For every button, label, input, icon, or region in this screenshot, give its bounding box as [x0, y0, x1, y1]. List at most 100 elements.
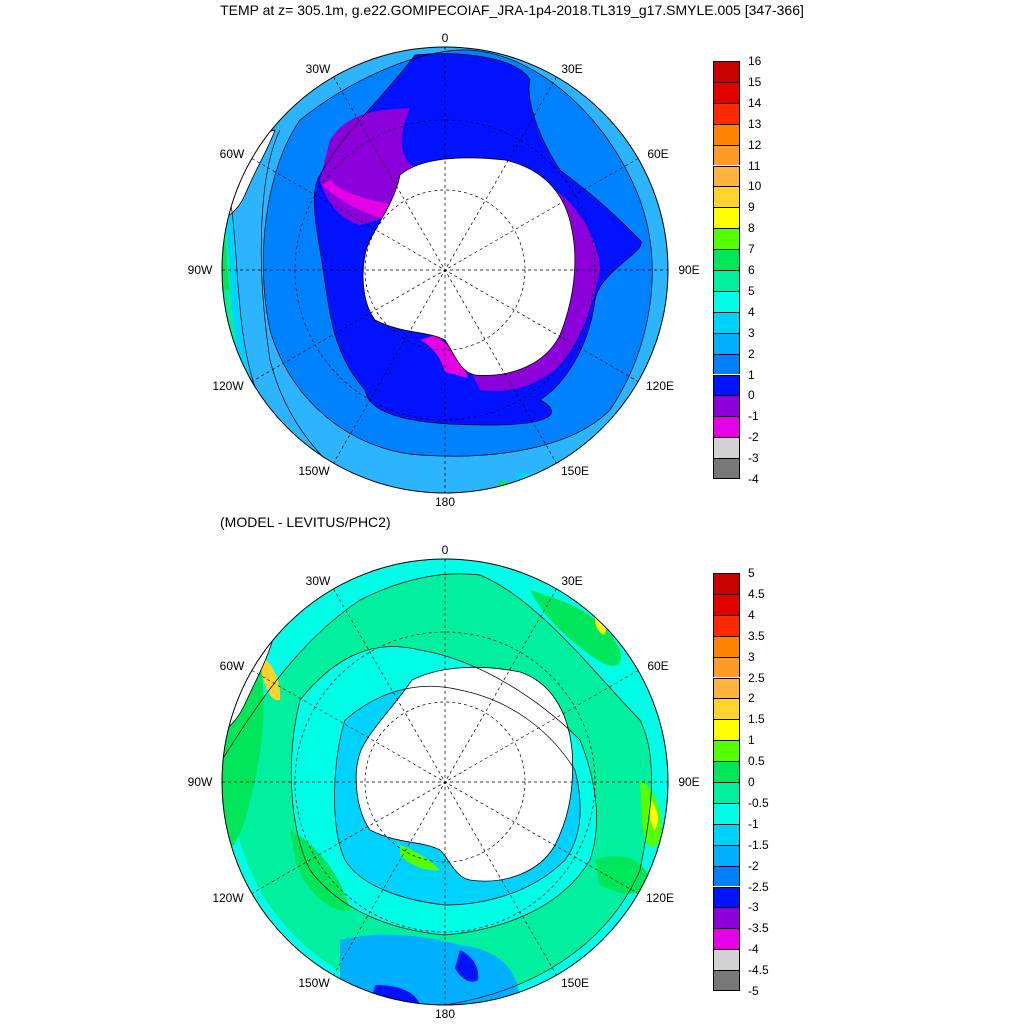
colorbar-tick-label: -1.5	[748, 837, 769, 852]
graticule	[222, 559, 668, 1005]
colorbar-swatch	[713, 290, 740, 312]
colorbar-tick-label: -2.5	[748, 879, 769, 894]
lon-label-150w: 150W	[298, 464, 330, 478]
lon-label-120w: 120W	[212, 379, 244, 393]
diff-0-05-band	[290, 830, 350, 911]
map-border	[221, 46, 669, 494]
difference-map: 0 30E 60E 90E 120E 150E 180 150W 120W 90…	[188, 543, 700, 1021]
ocean-5-6-band	[222, 200, 236, 340]
colorbar-swatch	[713, 865, 740, 887]
lon-label-120e: 120E	[646, 891, 674, 905]
colorbar-tick-label: 1	[748, 733, 755, 748]
difference-subtitle: (MODEL - LEVITUS/PHC2)	[220, 514, 391, 530]
colorbar-temperature	[713, 61, 740, 479]
colorbar-swatch	[713, 249, 740, 270]
colorbar-tick-label: 14	[748, 95, 762, 110]
colorbar-tick-label: -5	[748, 984, 759, 998]
figure-title: TEMP at z= 305.1m, g.e22.GOMIPECOIAF_JRA…	[220, 2, 804, 18]
colorbar-tick-label: 11	[748, 158, 761, 173]
lon-label-150e: 150E	[561, 976, 589, 990]
colorbar-tick-label: -1	[748, 409, 759, 424]
colorbar-tick-label: 10	[748, 179, 762, 194]
colorbar-swatch	[713, 102, 740, 124]
colorbar-swatch	[713, 719, 740, 741]
lon-label-30w: 30W	[306, 574, 331, 588]
colorbar-tick-label: 0.5	[748, 754, 765, 769]
colorbar-tick-label: 3.5	[748, 628, 765, 643]
colorbar-swatch	[713, 886, 740, 908]
temperature-map: 0 30E 60E 90E 120E 150E 180 150W 120W 90…	[188, 31, 700, 509]
colorbar-tick-label: -0.5	[748, 795, 769, 810]
colorbar-tick-label: 15	[748, 74, 762, 89]
colorbar-swatch	[713, 458, 740, 479]
lon-label-30e: 30E	[561, 62, 582, 76]
ocean-minus2-minus1-band	[322, 180, 400, 222]
colorbar-swatch	[713, 949, 740, 971]
colorbar-swatch	[713, 311, 740, 333]
graticule	[222, 47, 668, 493]
colorbar-swatch	[713, 186, 740, 208]
colorbar-swatch	[713, 698, 740, 720]
colorbar-swatch	[713, 144, 740, 166]
colorbar-tick-label: -4	[748, 942, 759, 957]
lon-label-30w: 30W	[306, 62, 331, 76]
colorbar-swatch	[713, 677, 740, 699]
lon-label-0: 0	[442, 31, 449, 45]
map-border	[221, 558, 669, 1006]
colorbar-swatch	[713, 573, 740, 594]
colorbar-tick-label: -4	[748, 472, 759, 486]
lon-label-180: 180	[435, 1007, 455, 1021]
lon-label-90w: 90W	[188, 263, 213, 277]
colorbar-swatch	[713, 81, 740, 103]
colorbar-swatch	[713, 907, 740, 929]
colorbar-tick-label: 4	[748, 607, 755, 622]
colorbar-swatch	[713, 61, 740, 82]
lon-label-90e: 90E	[678, 775, 699, 789]
antarctica-landmass	[362, 157, 576, 376]
colorbar-tick-label: 4	[748, 304, 755, 319]
colorbar-swatch	[713, 823, 740, 845]
colorbar-swatch	[713, 593, 740, 615]
colorbar-swatch	[713, 270, 740, 291]
colorbar-swatch	[713, 614, 740, 636]
colorbar-tick-label: 5	[748, 283, 755, 298]
colorbar-swatch	[713, 928, 740, 950]
colorbar-tick-label: 2	[748, 691, 755, 706]
colorbar-swatch	[713, 656, 740, 678]
colorbar-tick-label: -3	[748, 900, 759, 915]
colorbar-swatch	[713, 395, 740, 417]
colorbar-swatch	[713, 844, 740, 866]
diff-0-05-band	[530, 590, 621, 666]
colorbar-tick-label: -1	[748, 816, 759, 831]
colorbar-swatch	[713, 332, 740, 354]
colorbar-tick-label: -3.5	[748, 921, 769, 936]
lon-label-180: 180	[435, 495, 455, 509]
colorbar-tick-label: -2	[748, 858, 759, 873]
lon-label-90e: 90E	[678, 263, 699, 277]
colorbar-tick-label: 13	[748, 116, 762, 131]
lon-label-150e: 150E	[561, 464, 589, 478]
ocean-minus2-minus1-band	[420, 335, 468, 378]
colorbar-swatch	[713, 353, 740, 375]
colorbar-tick-label: 2	[748, 346, 755, 361]
colorbar-tick-label: 3	[748, 325, 755, 340]
ocean-6-7-band	[495, 478, 560, 493]
longitude-labels: 0 30E 60E 90E 120E 150E 180 150W 120W 90…	[188, 543, 700, 1021]
lon-label-60w: 60W	[220, 147, 245, 161]
colorbar-tick-label: 8	[748, 221, 755, 236]
colorbar-tick-label: -4.5	[748, 963, 769, 978]
colorbar-tick-label: -3	[748, 451, 759, 466]
colorbar-tick-label: 5	[748, 566, 755, 580]
longitude-labels: 0 30E 60E 90E 120E 150E 180 150W 120W 90…	[188, 31, 700, 509]
colorbar-swatch	[713, 416, 740, 438]
colorbar-tick-label: 0	[748, 388, 755, 403]
diff-minus3-minus25-band	[455, 950, 479, 982]
lon-label-60e: 60E	[647, 659, 668, 673]
colorbar-swatch	[713, 740, 740, 762]
colorbar-tick-label: 12	[748, 137, 762, 152]
diff-1-15-band	[649, 800, 658, 830]
colorbar-swatch	[713, 761, 740, 782]
diff-0-05-band	[595, 856, 650, 894]
lon-label-120e: 120E	[646, 379, 674, 393]
